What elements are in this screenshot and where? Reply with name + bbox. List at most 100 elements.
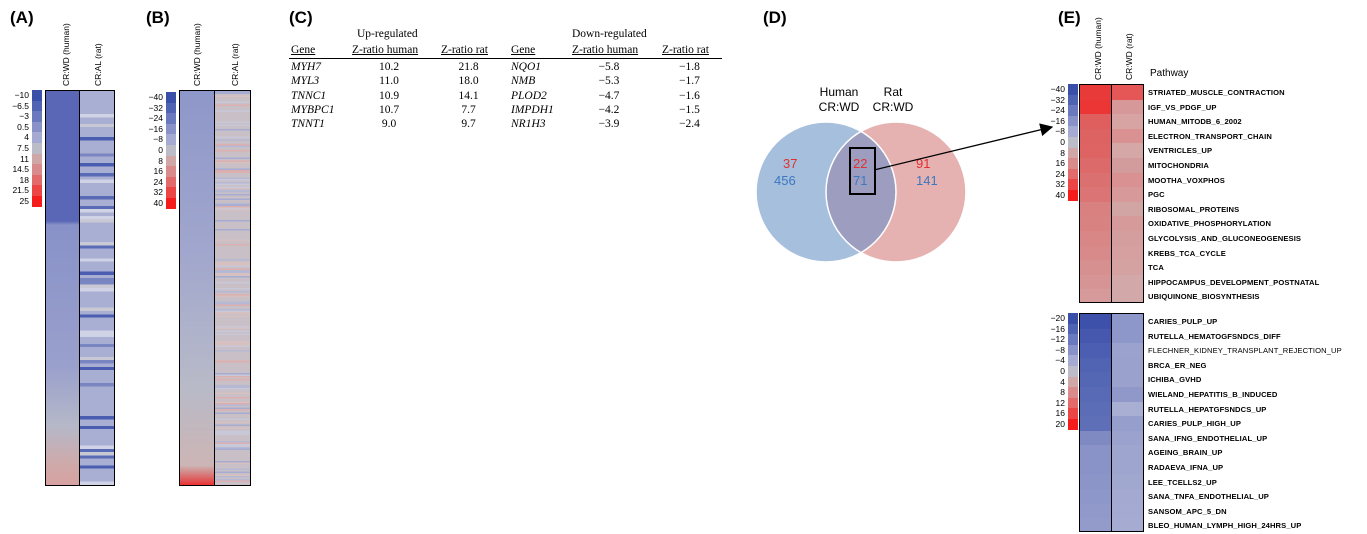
up-pathways-pathway-label: MITOCHONDRIA [1148,161,1209,170]
panel-a-legend-swatch [32,132,42,143]
down-pathways-rat-cell [1112,314,1143,329]
down-pathways-human-cell [1080,489,1112,504]
up-pathways-human-cell [1080,158,1112,173]
panel-e-top-legend-tick-label: −8 [1055,126,1065,137]
down-pathways-rat-cell [1112,328,1143,344]
panel-a-legend-tick-label: −6.5 [12,100,29,111]
panel-b-col1-label: CR:WD (human) [192,23,202,86]
down-pathways-rat-cell [1112,430,1143,446]
up-pathways-pathway-label: RIBOSOMAL_PROTEINS [1148,204,1240,214]
venn-diagram: Human CR:WD Rat CR:WD 37 456 22 71 91 14… [755,85,967,263]
panel-b-legend-swatch [166,123,176,135]
panel-b-legend-tick-label: −40 [148,92,163,102]
panel-b-legend-tick-label: 24 [153,176,163,187]
panel-e-bottom-legend: −20 −16 −12 −8 −4 0 4 8 12 16 20 [1034,313,1078,433]
panel-a-legend-swatch [32,185,42,196]
panel-a-label: (A) [10,8,34,27]
panel-b-col2-label: CR:AL (rat) [230,43,240,86]
panel-b-heatmap-rat [214,90,251,486]
panel-e-top-legend-swatch [1068,115,1078,127]
panel-e-col1-label: CR:WD (human) [1093,17,1103,80]
venn-overlap-highlight-box [849,147,876,195]
down-pathways-human-cell [1080,401,1112,417]
down-pathways-rat-cell [1112,489,1143,504]
down-pathways-pathway-label: SANSOM_APC_5_DN [1148,506,1227,516]
down-regulated-header: Down-regulated [572,28,647,40]
gene-table-cell: −1.6 [679,89,700,102]
panel-a-legend-swatch [32,196,42,207]
gene-table-cell: −5.3 [598,75,620,88]
up-regulated-header: Up-regulated [357,28,418,40]
gene-table-cell: MYBPC1 [291,103,335,116]
down-pathways-rat-cell [1112,503,1143,519]
panel-b-legend-swatch [166,113,176,124]
panel-a-col1-label: CR:WD (human) [61,23,71,86]
down-pathways-rat-cell [1112,474,1143,490]
venn-overlap-up-count: 22 [853,156,867,171]
panel-e-top-legend-tick-label: −32 [1050,94,1065,105]
down-pathways-rat-cell [1112,401,1143,417]
col-rat-up: Z-ratio rat [441,44,488,56]
down-pathways-pathway-label: BLEO_HUMAN_LYMPH_HIGH_24HRS_UP [1148,521,1302,531]
up-pathways-rat-cell [1112,85,1143,100]
gene-table-cell: NQO1 [511,61,542,73]
up-pathways-human-cell [1080,274,1112,290]
gene-table-cell: MYL3 [291,75,320,88]
panel-e-top-legend-swatch [1068,126,1078,137]
down-pathways-pathway-label: RUTELLA_HEPATGFSNDCS_UP [1148,404,1267,414]
down-pathways-rat-cell [1112,416,1143,431]
panel-e-top-legend-tick-label: 40 [1055,190,1065,200]
panel-c-label: (C) [289,8,313,27]
up-pathways-pathway-label: KREBS_TCA_CYCLE [1148,248,1226,258]
col-human-up: Z-ratio human [352,44,419,56]
venn-human-up-count: 37 [783,156,797,171]
panel-b-legend-tick-label: 40 [153,198,163,208]
down-pathways-human-cell [1080,430,1112,446]
panel-b-legend-swatch [166,145,176,156]
down-pathways-pathway-label: WIELAND_HEPATITIS_B_INDUCED [1148,390,1278,399]
gene-table-cell: MYH7 [291,61,322,73]
gene-table-cell: −1.7 [679,75,700,88]
panel-e-bottom-legend-swatch [1068,355,1078,366]
panel-e-bottom-legend-tick-label: −20 [1050,313,1065,323]
panel-b-label: (B) [146,8,170,27]
down-pathways-human-cell [1080,460,1112,475]
panel-e-top-legend-tick-label: −16 [1050,115,1065,126]
down-pathways-human-cell [1080,328,1112,344]
gene-table-cell: IMPDH1 [511,103,554,116]
down-pathways-rat-cell [1112,387,1143,402]
up-pathways-rat-cell [1112,114,1143,129]
panel-e-label: (E) [1058,8,1081,27]
panel-a-legend-tick-label: 25 [19,196,29,206]
up-pathways-column-divider [1111,84,1112,303]
up-pathways-rat-cell [1112,231,1143,246]
up-pathways-pathway-label: PGC [1148,190,1165,200]
gene-table-cell: TNNC1 [291,89,327,102]
panel-b-legend-tick-label: −32 [148,102,163,113]
down-pathways-pathway-label: FLECHNER_KIDNEY_TRANSPLANT_REJECTION_UP [1148,346,1342,356]
panel-e-bottom-legend-tick-label: −8 [1055,344,1065,355]
panel-e-top-legend-tick-label: −24 [1050,105,1065,116]
panel-b-legend-swatch [166,166,176,177]
gene-table-cell: 9.7 [461,118,476,131]
down-pathways-human-cell [1080,474,1112,490]
up-pathways-pathway-label: ELECTRON_TRANSPORT_CHAIN [1148,131,1272,141]
down-pathways-heatmap [1079,313,1144,532]
venn-human-down-count: 456 [774,173,796,188]
gene-table-cell: 18.0 [458,75,479,88]
up-pathways-rat-cell [1112,99,1143,115]
panel-e-bottom-legend-tick-label: −4 [1055,355,1065,366]
gene-table-cell: 14.1 [458,89,479,102]
panel-e-top-legend-swatch [1068,190,1078,201]
panel-a-legend-tick-label: 4 [24,132,29,143]
up-pathways-human-cell [1080,245,1112,261]
panel-b-legend-tick-label: 32 [153,187,163,198]
gene-table-cell: NMB [511,75,536,88]
up-pathways-human-cell [1080,128,1112,144]
panel-a-legend-swatch [32,111,42,122]
panel-b-legend-tick-label: −8 [153,134,163,145]
venn-rat-title-2: CR:WD [873,100,914,114]
panel-e-top-legend-swatch [1068,168,1078,180]
down-pathways-human-cell [1080,343,1112,358]
venn-rat-up-count: 91 [916,156,930,171]
